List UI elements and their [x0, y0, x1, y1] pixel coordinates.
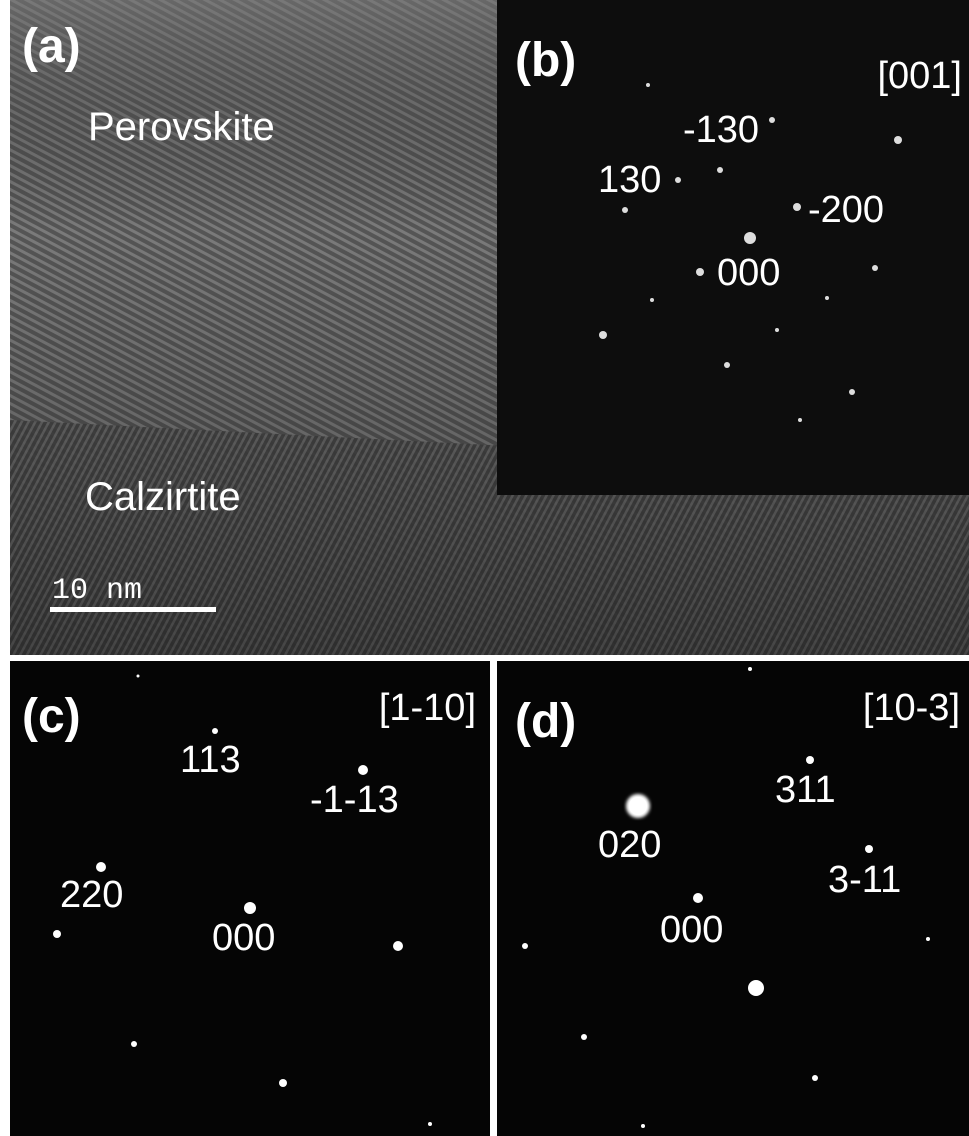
spot [825, 296, 829, 300]
spot [724, 362, 730, 368]
spot [629, 797, 647, 815]
spot-index: -1-13 [310, 779, 399, 821]
zone-axis: [001] [877, 55, 962, 97]
spot [717, 167, 723, 173]
spot [894, 136, 902, 144]
spot [806, 756, 814, 764]
spot [675, 177, 681, 183]
spot [428, 1122, 432, 1126]
panel-b: (b) [001] -130 130 -200 000 [497, 0, 969, 495]
spot [872, 265, 878, 271]
spot [775, 328, 779, 332]
spot [744, 232, 756, 244]
spot-index: 000 [212, 917, 275, 959]
spot-index: 3-11 [828, 859, 901, 901]
spot [748, 667, 752, 671]
spot [849, 389, 855, 395]
panel-label: (a) [22, 20, 81, 73]
spot [650, 298, 654, 302]
spot [622, 207, 628, 213]
spot [393, 941, 403, 951]
spot [865, 845, 873, 853]
figure: (a) Perovskite Calzirtite 10 nm (b) [0, 0, 969, 1136]
spot [748, 980, 764, 996]
region-label: Calzirtite [85, 475, 241, 519]
spot [522, 943, 528, 949]
spot-index: -130 [683, 109, 759, 151]
spot [581, 1034, 587, 1040]
panel-d: (d) [10-3] 311 020 3-11 000 [497, 661, 969, 1136]
panel-label: (c) [22, 690, 81, 743]
spot [279, 1079, 287, 1087]
spot [646, 83, 650, 87]
spot [358, 765, 368, 775]
spot [696, 268, 704, 276]
spot [769, 117, 775, 123]
scale-bar [50, 607, 216, 612]
spot-index: 000 [717, 252, 780, 294]
spot [212, 728, 218, 734]
scale-bar-label: 10 nm [52, 574, 142, 608]
spot [812, 1075, 818, 1081]
spot [599, 331, 607, 339]
spot [693, 893, 703, 903]
spot-index: 113 [180, 739, 241, 781]
spot-index: 220 [60, 874, 123, 916]
spot [926, 937, 930, 941]
spot-index: 311 [775, 769, 836, 811]
spot-index: 020 [598, 824, 661, 866]
zone-axis: [10-3] [863, 687, 960, 729]
panel-c: (c) [1-10] 113 -1-13 220 000 [10, 661, 490, 1136]
panel-label: (d) [515, 695, 576, 748]
spot [96, 862, 106, 872]
spot [798, 418, 802, 422]
spot-index: -200 [808, 189, 884, 231]
spot-index: 130 [598, 159, 661, 201]
spot [137, 675, 140, 678]
spot [244, 902, 256, 914]
spot [641, 1124, 645, 1128]
spot-index: 000 [660, 909, 723, 951]
spot [793, 203, 801, 211]
region-label: Perovskite [88, 105, 275, 149]
spot [131, 1041, 137, 1047]
spot [53, 930, 61, 938]
zone-axis: [1-10] [379, 687, 476, 729]
panel-label: (b) [515, 34, 576, 87]
